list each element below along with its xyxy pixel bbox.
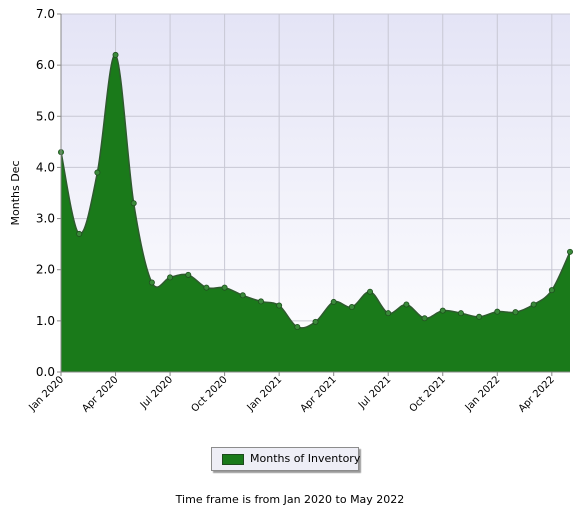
data-point[interactable] — [348, 304, 355, 311]
x-tick-label: Oct 2021 — [408, 374, 448, 414]
area-fill — [61, 54, 570, 373]
data-point[interactable] — [130, 200, 137, 207]
data-point[interactable] — [421, 315, 428, 322]
data-point[interactable] — [203, 284, 210, 291]
y-tick-labels: 0.0 1.0 2.0 3.0 4.0 5.0 6.0 7.0 — [36, 7, 61, 379]
data-point[interactable] — [148, 279, 155, 286]
data-point[interactable] — [476, 313, 483, 320]
data-point[interactable] — [167, 274, 174, 281]
footnote: Time frame is from Jan 2020 to May 2022 — [175, 493, 405, 506]
y-tick-label: 2.0 — [36, 263, 55, 277]
data-point[interactable] — [312, 318, 319, 325]
y-tick-label: 6.0 — [36, 58, 55, 72]
series-points — [58, 51, 574, 330]
data-point[interactable] — [239, 292, 246, 299]
legend-label: Months of Inventory — [250, 452, 361, 465]
data-point[interactable] — [257, 298, 264, 305]
data-point[interactable] — [276, 302, 283, 309]
x-tick-label: Jan 2020 — [26, 374, 66, 414]
y-tick-label: 1.0 — [36, 314, 55, 328]
data-point[interactable] — [367, 288, 374, 295]
data-point[interactable] — [76, 230, 83, 237]
data-point[interactable] — [530, 301, 537, 308]
data-point[interactable] — [330, 298, 337, 305]
y-tick-label: 4.0 — [36, 160, 55, 174]
data-point[interactable] — [439, 307, 446, 314]
data-point[interactable] — [512, 309, 519, 316]
data-point[interactable] — [385, 310, 392, 317]
x-tick-label: Apr 2021 — [299, 374, 339, 414]
legend: Months of Inventory — [211, 447, 361, 471]
x-tick-label: Apr 2020 — [80, 374, 120, 414]
y-tick-label: 0.0 — [36, 365, 55, 379]
data-point[interactable] — [567, 248, 574, 255]
x-tick-label: Jul 2020 — [138, 374, 175, 411]
x-tick-label: Apr 2022 — [517, 374, 557, 414]
x-tick-label: Jan 2021 — [245, 374, 285, 414]
y-tick-label: 3.0 — [36, 212, 55, 226]
data-point[interactable] — [403, 301, 410, 308]
axes — [60, 14, 570, 373]
y-tick-label: 7.0 — [36, 7, 55, 21]
x-tick-label: Oct 2020 — [189, 374, 229, 414]
data-point[interactable] — [94, 169, 101, 176]
data-point[interactable] — [494, 308, 501, 315]
x-tick-label: Jul 2021 — [356, 374, 393, 411]
x-tick-labels: Jan 2020 Apr 2020 Jul 2020 Oct 2020 Jan 2021… — [26, 372, 557, 415]
y-axis-label: Months Dec — [9, 161, 22, 226]
data-point[interactable] — [112, 51, 119, 58]
data-point[interactable] — [221, 284, 228, 291]
data-point[interactable] — [294, 323, 301, 330]
legend-swatch — [222, 454, 244, 465]
data-point[interactable] — [548, 287, 555, 294]
data-point[interactable] — [185, 271, 192, 278]
data-point[interactable] — [457, 310, 464, 317]
y-tick-label: 5.0 — [36, 109, 55, 123]
x-tick-label: Jan 2022 — [463, 374, 503, 414]
